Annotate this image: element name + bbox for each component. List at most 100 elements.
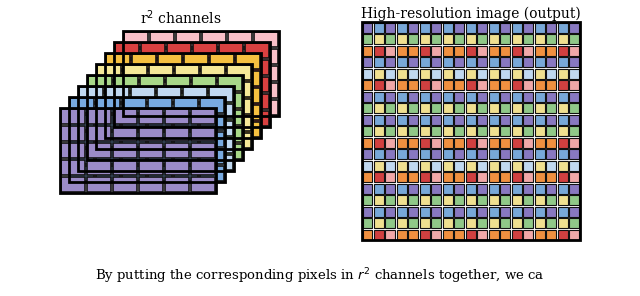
Bar <box>167 77 191 92</box>
Bar <box>489 195 499 205</box>
Bar <box>209 104 233 119</box>
Bar <box>431 172 442 182</box>
Bar <box>546 126 556 136</box>
Bar <box>166 93 190 108</box>
Bar <box>236 54 260 69</box>
Bar <box>523 115 533 125</box>
Bar <box>158 54 182 69</box>
Bar <box>454 34 464 44</box>
Bar <box>546 161 556 171</box>
Bar <box>374 138 384 148</box>
Bar <box>374 103 384 113</box>
Bar <box>105 121 129 136</box>
Bar <box>569 218 579 228</box>
Bar <box>557 172 568 182</box>
Bar <box>408 81 419 90</box>
Bar <box>139 143 163 158</box>
Bar <box>511 81 522 90</box>
Bar <box>420 23 430 33</box>
Bar <box>149 133 173 148</box>
Bar <box>477 149 487 159</box>
Bar <box>227 99 251 114</box>
Bar <box>374 57 384 67</box>
Bar <box>362 184 372 194</box>
Bar <box>374 218 384 228</box>
Bar <box>523 103 533 113</box>
Bar <box>477 57 487 67</box>
Bar <box>228 66 252 81</box>
Bar <box>115 43 139 58</box>
Bar <box>105 104 129 119</box>
Bar <box>477 126 487 136</box>
Bar <box>557 103 568 113</box>
Bar <box>227 116 251 131</box>
Bar <box>385 81 396 90</box>
Bar <box>114 42 270 127</box>
Bar <box>454 172 464 182</box>
Bar <box>420 34 430 44</box>
Bar <box>511 23 522 33</box>
Bar <box>191 143 215 158</box>
Bar <box>489 57 499 67</box>
Bar <box>466 69 476 79</box>
Bar <box>500 57 510 67</box>
Bar <box>420 207 430 217</box>
Bar <box>420 138 430 148</box>
Bar <box>500 126 510 136</box>
Bar <box>534 149 545 159</box>
Bar <box>167 111 191 126</box>
Bar <box>374 172 384 182</box>
Bar <box>150 100 174 115</box>
Bar <box>408 34 419 44</box>
Bar <box>397 81 407 90</box>
Bar <box>454 207 464 217</box>
Bar <box>362 22 580 240</box>
Bar <box>431 115 442 125</box>
Bar <box>511 218 522 228</box>
Bar <box>557 126 568 136</box>
Bar <box>374 126 384 136</box>
Bar <box>431 161 442 171</box>
Bar <box>397 172 407 182</box>
Bar <box>466 207 476 217</box>
Bar <box>489 207 499 217</box>
Bar <box>454 149 464 159</box>
Bar <box>523 138 533 148</box>
Bar <box>374 161 384 171</box>
Bar <box>466 46 476 56</box>
Bar <box>557 69 568 79</box>
Bar <box>193 94 217 109</box>
Bar <box>166 76 190 91</box>
Bar <box>420 57 430 67</box>
Bar <box>466 23 476 33</box>
Bar <box>374 115 384 125</box>
Bar <box>175 82 199 97</box>
Bar <box>87 143 111 158</box>
Bar <box>70 149 94 164</box>
Bar <box>511 57 522 67</box>
Bar <box>150 32 174 47</box>
Bar <box>500 92 510 102</box>
Bar <box>431 103 442 113</box>
Bar <box>87 75 243 160</box>
Bar <box>569 23 579 33</box>
Bar <box>122 166 146 181</box>
Bar <box>477 34 487 44</box>
Bar <box>477 92 487 102</box>
Text: r$^2$ channels: r$^2$ channels <box>140 8 222 27</box>
Bar <box>523 92 533 102</box>
Bar <box>431 184 442 194</box>
Bar <box>523 81 533 90</box>
Bar <box>210 105 234 120</box>
Bar <box>362 126 372 136</box>
Bar <box>443 57 452 67</box>
Bar <box>114 76 138 91</box>
Bar <box>149 82 173 97</box>
Bar <box>385 92 396 102</box>
Bar <box>408 218 419 228</box>
Bar <box>362 81 372 90</box>
Bar <box>466 172 476 182</box>
Bar <box>408 57 419 67</box>
Bar <box>569 69 579 79</box>
Bar <box>374 229 384 239</box>
